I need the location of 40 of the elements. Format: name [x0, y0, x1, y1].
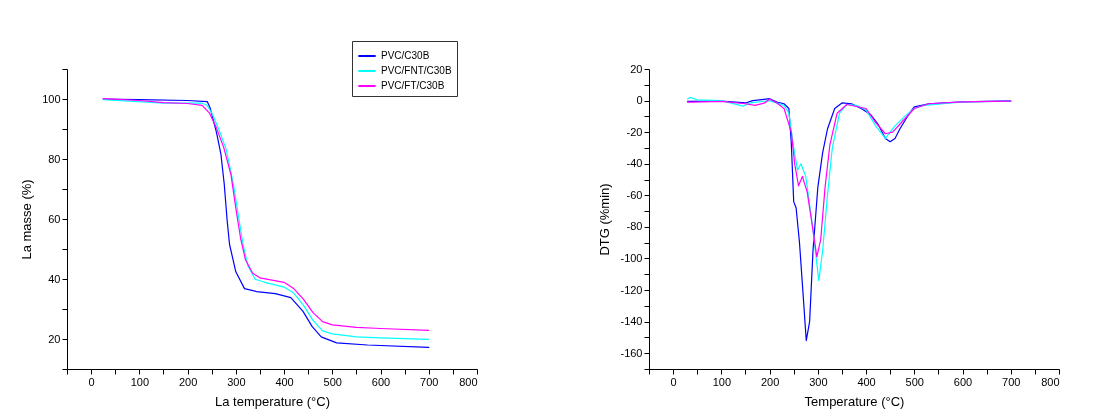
x-axis-title: La temperature (°C) — [214, 393, 331, 409]
x-tick-label: 800 — [459, 375, 478, 388]
y-tick-label: -140 — [620, 315, 643, 328]
x-tick-label: 400 — [857, 375, 876, 388]
legend-label: PVC/FNT/C30B — [381, 65, 452, 76]
x-tick-label: 100 — [130, 375, 150, 388]
x-tick-label: 200 — [178, 375, 198, 388]
x-tick-label: 0 — [88, 375, 95, 388]
y-tick-label: 60 — [48, 212, 61, 225]
legend-label: PVC/C30B — [381, 50, 430, 61]
y-tick-label: 40 — [48, 272, 61, 285]
x-tick-label: 600 — [953, 375, 973, 388]
y-tick-label: 20 — [630, 62, 643, 75]
x-tick-label: 0 — [670, 375, 677, 388]
y-tick-label: -80 — [626, 220, 643, 233]
y-tick-label: -100 — [620, 251, 643, 264]
y-tick-label: -160 — [620, 346, 643, 359]
y-tick-label: 20 — [48, 332, 61, 345]
x-tick-label: 400 — [275, 375, 294, 388]
legend-label: PVC/FT/C30B — [381, 80, 445, 91]
x-tick-label: 200 — [760, 375, 780, 388]
y-tick-label: -40 — [626, 157, 643, 170]
x-tick-label: 700 — [420, 375, 439, 388]
x-tick-label: 300 — [809, 375, 828, 388]
y-tick-label: -20 — [626, 125, 643, 138]
x-tick-label: 500 — [323, 375, 342, 388]
x-tick-label: 100 — [712, 375, 732, 388]
x-tick-label: 800 — [1041, 375, 1060, 388]
x-tick-label: 500 — [905, 375, 924, 388]
y-tick-label: -60 — [626, 188, 643, 201]
y-axis-title: DTG (%min) — [597, 183, 613, 256]
x-axis-title: Temperature (°C) — [804, 393, 905, 409]
y-tick-label: 0 — [636, 94, 643, 107]
x-tick-label: 600 — [371, 375, 391, 388]
y-tick-label: -120 — [620, 283, 643, 296]
x-tick-label: 300 — [227, 375, 246, 388]
x-tick-label: 700 — [1002, 375, 1021, 388]
y-tick-label: 100 — [42, 92, 61, 105]
y-axis-title: La masse (%) — [19, 179, 35, 260]
y-tick-label: 80 — [48, 152, 61, 165]
